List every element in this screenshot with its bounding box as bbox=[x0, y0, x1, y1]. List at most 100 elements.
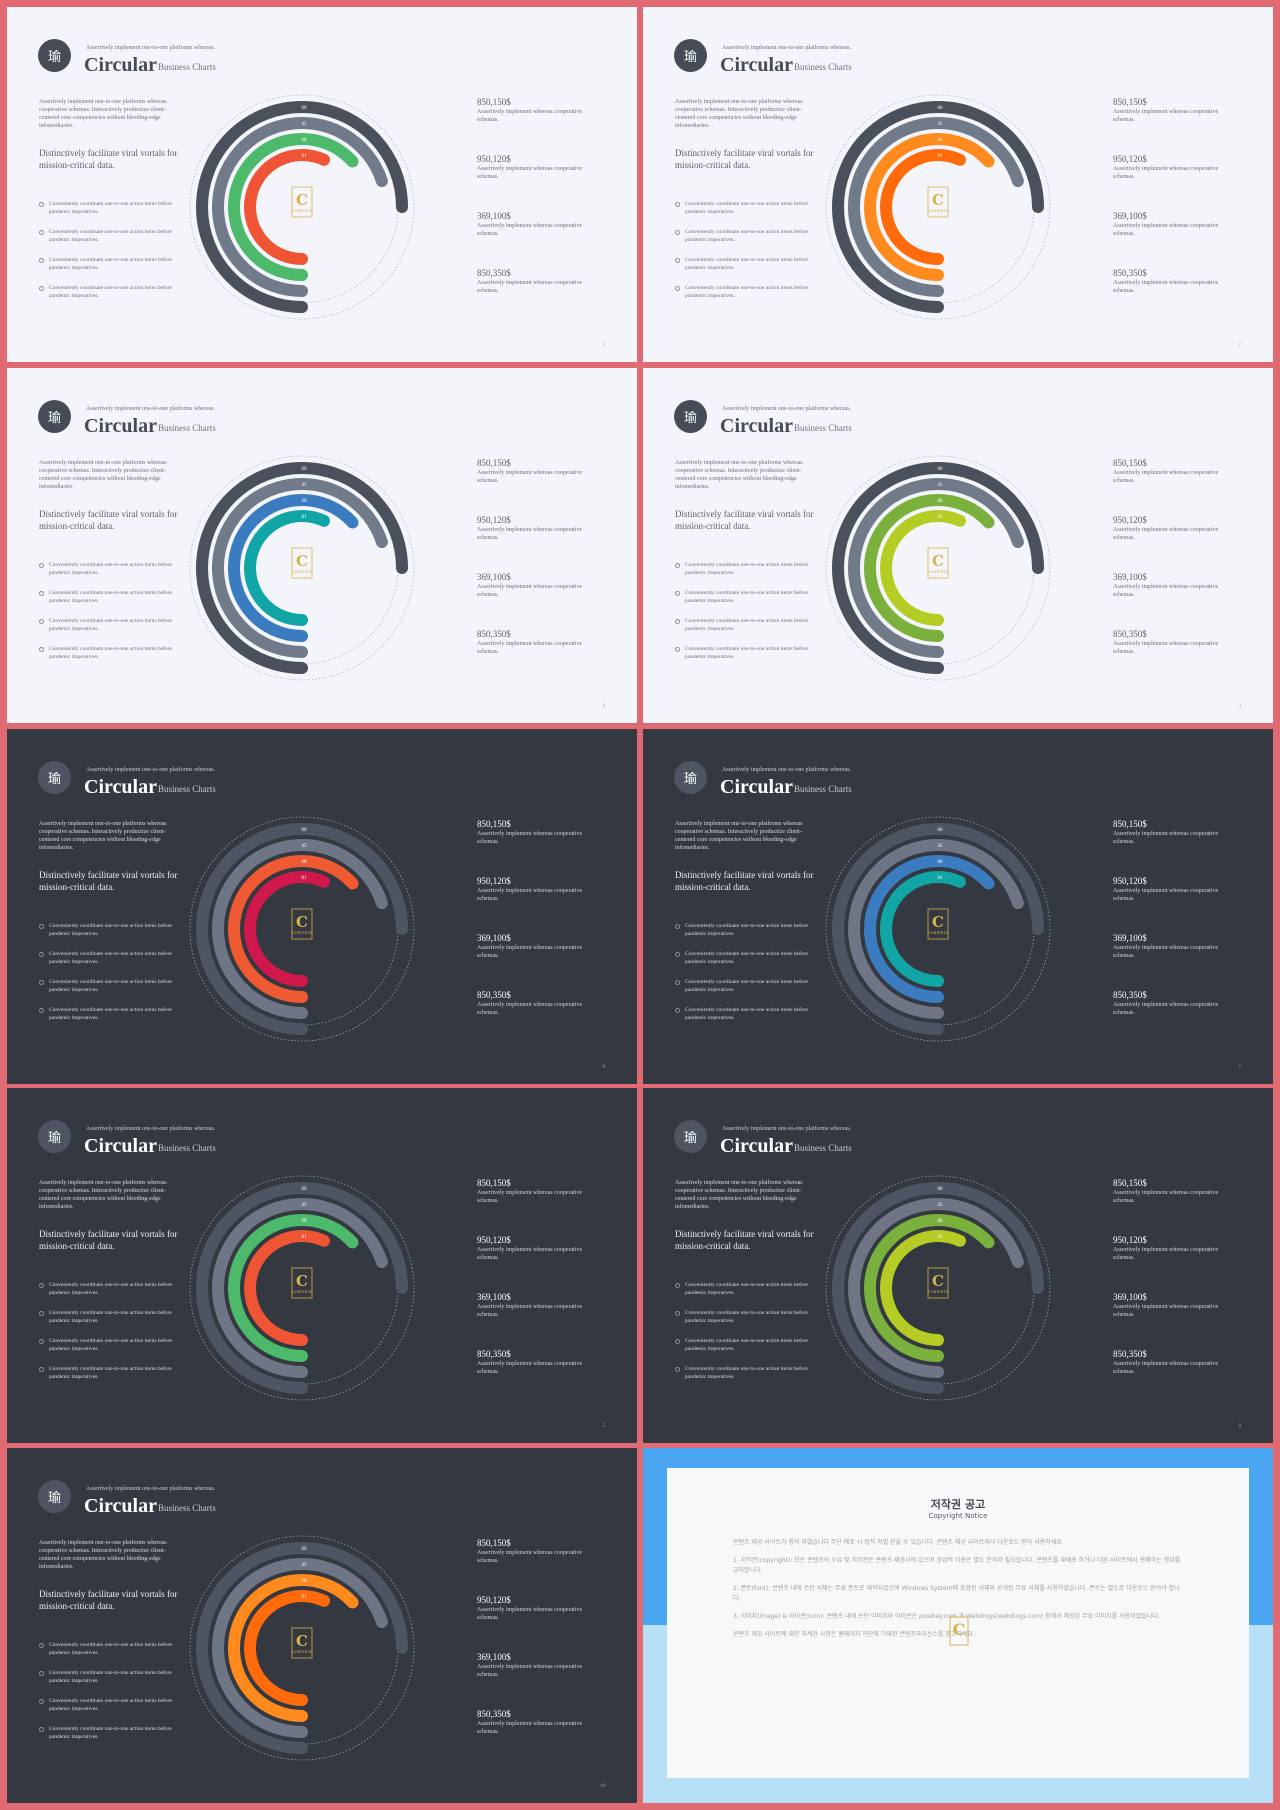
ring-bar bbox=[212, 839, 388, 1019]
kicker-text: Assertively implement one-to-one platfor… bbox=[86, 45, 216, 51]
stat-item: 850,350$ Assertively implement whereas co… bbox=[477, 629, 597, 686]
bullet-item: Conveniently coordinate one-to-one actio… bbox=[675, 590, 825, 605]
bullet-text: Conveniently coordinate one-to-one actio… bbox=[685, 201, 808, 215]
stat-description: Assertively implement whereas cooperativ… bbox=[477, 223, 583, 237]
stat-item: 369,100$ Assertively implement whereas co… bbox=[1113, 572, 1233, 629]
kicker-text: Assertively implement one-to-one platfor… bbox=[722, 1126, 852, 1132]
circular-chart-slide: 瑜 Assertively implement one-to-one platfo… bbox=[7, 7, 637, 362]
circular-bar-chart: 60 45 68 81 C CONTENTS bbox=[818, 87, 1058, 327]
circular-bar-chart: 60 45 68 81 C CONTENTS bbox=[182, 1168, 422, 1408]
bullet-dot-icon bbox=[675, 647, 680, 652]
bullet-item: Conveniently coordinate one-to-one actio… bbox=[675, 979, 825, 994]
bullet-item: Conveniently coordinate one-to-one actio… bbox=[675, 1282, 825, 1297]
ring-label: 45 bbox=[938, 844, 944, 849]
stat-item: 369,100$ Assertively implement whereas co… bbox=[477, 1652, 597, 1709]
bullet-dot-icon bbox=[39, 563, 44, 568]
dotted-guide-ring bbox=[825, 1175, 1051, 1401]
ring-bar bbox=[864, 133, 995, 281]
stat-value: 850,350$ bbox=[1113, 990, 1147, 1000]
bullet-item: Conveniently coordinate one-to-one actio… bbox=[39, 1670, 189, 1685]
bullet-text: Conveniently coordinate one-to-one actio… bbox=[685, 1366, 808, 1380]
ring-label: 68 bbox=[302, 860, 308, 865]
stat-value: 950,120$ bbox=[1113, 876, 1147, 886]
stat-description: Assertively implement whereas cooperativ… bbox=[477, 1247, 583, 1261]
notice-body: 콘텐츠 제공 사이트가 정의 하였습니다 무단 배포 시 법적 처벌 받을 수 … bbox=[733, 1538, 1185, 1648]
kicker-text: Assertively implement one-to-one platfor… bbox=[86, 1126, 216, 1132]
ring-label: 45 bbox=[302, 844, 308, 849]
ring-bar bbox=[228, 1574, 359, 1722]
bullet-item: Conveniently coordinate one-to-one actio… bbox=[675, 1366, 825, 1381]
intro-text: Assertively implement one-to-one platfor… bbox=[675, 1180, 803, 1210]
stat-description: Assertively implement whereas cooperativ… bbox=[477, 1721, 583, 1735]
bullet-text: Conveniently coordinate one-to-one actio… bbox=[49, 646, 172, 660]
lead-text: Distinctively facilitate viral vortals f… bbox=[39, 1589, 178, 1611]
bullet-dot-icon bbox=[39, 1367, 44, 1372]
ring-label: 81 bbox=[302, 1595, 308, 1600]
stats-list: 850,150$ Assertively implement whereas co… bbox=[477, 458, 597, 686]
bullet-dot-icon bbox=[675, 230, 680, 235]
circular-bar-chart: 60 45 68 81 C CONTENTS bbox=[818, 448, 1058, 688]
stat-item: 950,120$ Assertively implement whereas co… bbox=[477, 1235, 597, 1292]
ring-bar bbox=[228, 855, 359, 1003]
intro-text: Assertively implement one-to-one platfor… bbox=[39, 821, 167, 851]
ring-label: 45 bbox=[938, 1203, 944, 1208]
slide-title: Circular bbox=[720, 415, 793, 437]
ring-bar bbox=[864, 1214, 995, 1362]
bullet-item: Conveniently coordinate one-to-one actio… bbox=[39, 257, 189, 272]
stat-description: Assertively implement whereas cooperativ… bbox=[1113, 1190, 1219, 1204]
stat-item: 850,350$ Assertively implement whereas co… bbox=[1113, 268, 1233, 325]
bullet-dot-icon bbox=[675, 952, 680, 957]
stat-description: Assertively implement whereas cooperativ… bbox=[1113, 888, 1219, 902]
stat-description: Assertively implement whereas cooperativ… bbox=[477, 527, 583, 541]
slide-subtitle: Business Charts bbox=[158, 62, 216, 72]
stat-item: 950,120$ Assertively implement whereas co… bbox=[1113, 515, 1233, 572]
lead-text: Distinctively facilitate viral vortals f… bbox=[675, 148, 814, 170]
kicker-text: Assertively implement one-to-one platfor… bbox=[86, 1486, 216, 1492]
bullet-text: Conveniently coordinate one-to-one actio… bbox=[685, 285, 808, 299]
bullet-dot-icon bbox=[675, 980, 680, 985]
ring-label: 45 bbox=[302, 1563, 308, 1568]
circular-bar-chart: 60 45 68 81 C CONTENTS bbox=[182, 448, 422, 688]
svg-text:CONTENTS: CONTENTS bbox=[928, 1290, 948, 1294]
bullet-dot-icon bbox=[675, 1311, 680, 1316]
bullet-dot-icon bbox=[675, 286, 680, 291]
ring-bar bbox=[848, 117, 1024, 297]
bullet-item: Conveniently coordinate one-to-one actio… bbox=[39, 285, 189, 300]
ring-label: 81 bbox=[938, 876, 944, 881]
bullet-text: Conveniently coordinate one-to-one actio… bbox=[685, 1310, 808, 1324]
stat-description: Assertively implement whereas cooperativ… bbox=[1113, 1304, 1219, 1318]
stat-description: Assertively implement whereas cooperativ… bbox=[1113, 641, 1219, 655]
stat-item: 369,100$ Assertively implement whereas co… bbox=[1113, 933, 1233, 990]
stat-item: 369,100$ Assertively implement whereas co… bbox=[477, 211, 597, 268]
stat-value: 850,350$ bbox=[1113, 629, 1147, 639]
bullet-text: Conveniently coordinate one-to-one actio… bbox=[49, 201, 172, 215]
ring-label: 68 bbox=[302, 499, 308, 504]
bullet-item: Conveniently coordinate one-to-one actio… bbox=[39, 1642, 189, 1657]
bullet-dot-icon bbox=[675, 924, 680, 929]
stats-list: 850,150$ Assertively implement whereas co… bbox=[1113, 97, 1233, 325]
bullet-text: Conveniently coordinate one-to-one actio… bbox=[685, 951, 808, 965]
stat-value: 950,120$ bbox=[1113, 154, 1147, 164]
bullet-dot-icon bbox=[39, 1339, 44, 1344]
logo-glyph-icon: 瑜 bbox=[38, 400, 71, 433]
stat-value: 950,120$ bbox=[1113, 1235, 1147, 1245]
notice-paragraph: 2. 폰트(font): 콘텐츠 내에 쓰인 서체는 무료 폰트로 제작되었으며… bbox=[733, 1585, 1180, 1602]
intro-text: Assertively implement one-to-one platfor… bbox=[675, 460, 803, 490]
stat-item: 850,150$ Assertively implement whereas co… bbox=[1113, 458, 1233, 515]
stat-description: Assertively implement whereas cooperativ… bbox=[477, 584, 583, 598]
bullet-text: Conveniently coordinate one-to-one actio… bbox=[685, 590, 808, 604]
ring-bar bbox=[880, 871, 966, 987]
bullet-dot-icon bbox=[675, 202, 680, 207]
ring-bar bbox=[244, 871, 330, 987]
circular-bar-chart: 60 45 68 81 C CONTENTS bbox=[182, 87, 422, 327]
ring-bar bbox=[864, 494, 995, 642]
stat-description: Assertively implement whereas cooperativ… bbox=[1113, 166, 1219, 180]
